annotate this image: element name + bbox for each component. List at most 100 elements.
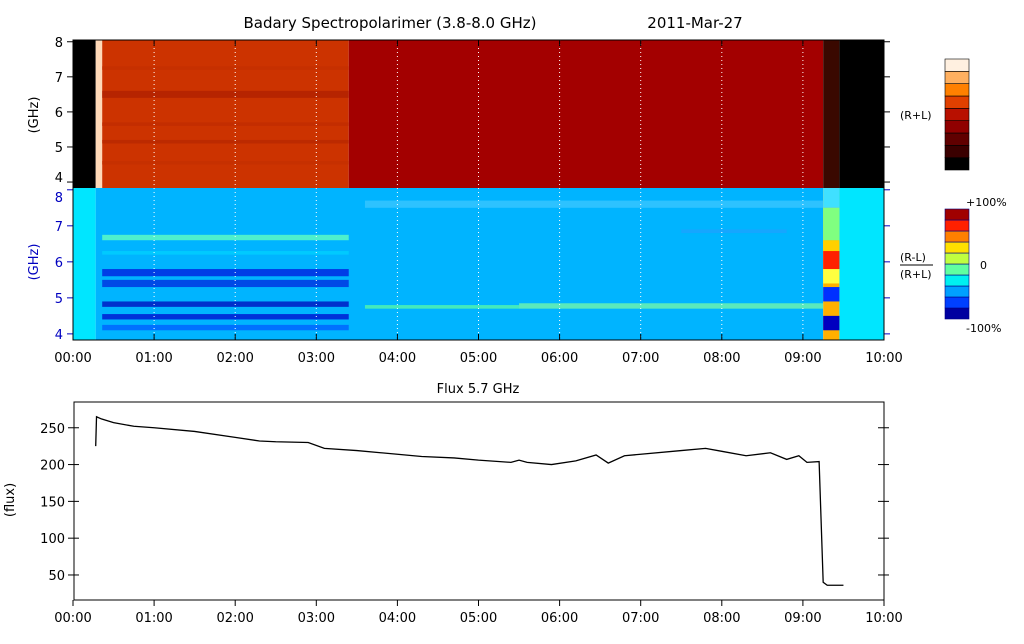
colorbar-tick-minus100: -100% — [966, 322, 1001, 335]
colorbar-cell — [944, 230, 970, 243]
x-tick-label: 04:00 — [379, 611, 416, 626]
intensity-colorbar-label: (R+L) — [900, 109, 932, 122]
x-tick-label: 06:00 — [541, 611, 578, 626]
heatmap-segment — [823, 40, 840, 188]
flux-panel: 50 100 150 200 250 00:00 01:00 02:00 03:00 04:00 0… — [40, 401, 903, 626]
colorbar-tick-plus100: +100% — [966, 196, 1007, 209]
x-tick-label: 06:00 — [541, 351, 578, 366]
heatmap-band — [102, 324, 349, 331]
x-tick-label: 07:00 — [622, 351, 659, 366]
y-tick-label: 7 — [55, 220, 63, 235]
polarization-ylabel: (GHz) — [27, 244, 42, 281]
colorbar-cell — [944, 296, 970, 309]
x-tick-label: 07:00 — [622, 611, 659, 626]
y-tick-label: 150 — [40, 495, 65, 510]
y-tick-label: 100 — [40, 532, 65, 547]
heatmap-band — [102, 301, 349, 307]
colorbar-cell — [944, 120, 970, 134]
burst-band — [823, 269, 840, 284]
y-tick-label: 50 — [48, 569, 65, 584]
colorbar-cell — [944, 241, 970, 254]
x-tick-label: 10:00 — [865, 351, 902, 366]
y-tick-label: 250 — [40, 422, 65, 437]
colorbar-tick-zero: 0 — [980, 259, 987, 272]
colorbar-cell — [944, 274, 970, 287]
x-tick-label: 10:00 — [865, 611, 902, 626]
heatmap-band — [102, 66, 349, 70]
x-tick-label: 02:00 — [216, 351, 253, 366]
heatmap-band — [102, 90, 349, 98]
burst-band — [823, 188, 840, 208]
x-tick-label: 09:00 — [784, 611, 821, 626]
x-tick-label: 08:00 — [703, 351, 740, 366]
y-tick-label: 4 — [55, 328, 63, 343]
colorbar-cell — [944, 58, 970, 72]
y-tick-label: 4 — [55, 171, 63, 186]
heatmap-band — [102, 269, 349, 277]
polarization-colorbar-label-den: (R+L) — [900, 268, 932, 281]
x-tick-label: 01:00 — [135, 611, 172, 626]
x-tick-label: 03:00 — [298, 611, 335, 626]
intensity-panel: 4 5 6 7 8 — [55, 36, 890, 188]
heatmap-band — [102, 234, 349, 241]
heatmap-segment — [348, 40, 824, 188]
y-tick-label: 5 — [55, 292, 63, 307]
colorbar-cell — [944, 219, 970, 232]
y-tick-label: 8 — [55, 191, 63, 206]
x-tick-label: 00:00 — [54, 611, 91, 626]
x-tick-label: 09:00 — [784, 351, 821, 366]
heatmap-band — [102, 251, 349, 255]
heatmap-band — [102, 139, 349, 144]
intensity-ylabel: (GHz) — [27, 97, 42, 134]
heatmap-band — [364, 200, 824, 208]
flux-title: Flux 5.7 GHz — [437, 382, 520, 397]
colorbar-cell — [944, 145, 970, 158]
heatmap-band — [102, 160, 349, 165]
colorbar-cell — [944, 132, 970, 146]
heatmap-segment — [73, 188, 96, 340]
colorbar-cell — [944, 307, 970, 320]
heatmap-band — [364, 305, 520, 309]
y-tick-label: 6 — [55, 106, 63, 121]
x-tick-label: 02:00 — [216, 611, 253, 626]
x-tick-label: 00:00 — [54, 351, 91, 366]
x-tick-label: 05:00 — [460, 351, 497, 366]
y-tick-label: 7 — [55, 71, 63, 86]
heatmap-segment — [839, 188, 884, 340]
heatmap-segment — [102, 40, 349, 188]
y-tick-label: 6 — [55, 256, 63, 271]
heatmap-band — [102, 279, 349, 288]
spectrogram-title: Badary Spectropolarimer (3.8-8.0 GHz) — [244, 14, 537, 32]
burst-band — [823, 240, 840, 252]
y-tick-label: 5 — [55, 141, 63, 156]
burst-band — [823, 287, 840, 302]
polarization-colorbar-label-num: (R-L) — [900, 251, 926, 264]
date-label: 2011-Mar-27 — [647, 14, 742, 32]
flux-ylabel: (flux) — [3, 483, 18, 517]
colorbar-cell — [944, 263, 970, 276]
colorbar-cell — [944, 157, 970, 171]
polarization-panel: 4 5 6 7 8 00:00 01:00 02:00 03:00 04:00 05:00 06:00… — [54, 39, 903, 366]
y-tick-label: 200 — [40, 459, 65, 474]
colorbar-cell — [944, 285, 970, 298]
heatmap-band — [102, 314, 349, 320]
heatmap-band — [519, 303, 824, 309]
heatmap-band — [102, 122, 349, 126]
colorbar-cell — [944, 83, 970, 97]
colorbar-cell — [944, 108, 970, 121]
y-tick-label: 8 — [55, 36, 63, 51]
colorbar-cell — [944, 71, 970, 84]
x-tick-label: 04:00 — [379, 351, 416, 366]
burst-band — [823, 251, 840, 270]
colorbar-cell — [944, 208, 970, 221]
x-tick-label: 08:00 — [703, 611, 740, 626]
heatmap-band — [681, 229, 787, 234]
colorbar-cell — [944, 252, 970, 265]
heatmap-segment — [839, 40, 884, 188]
heatmap-segment — [73, 40, 96, 188]
x-tick-label: 01:00 — [135, 351, 172, 366]
colorbar-cell — [944, 95, 970, 109]
flux-line — [95, 415, 844, 586]
burst-band — [823, 207, 840, 241]
